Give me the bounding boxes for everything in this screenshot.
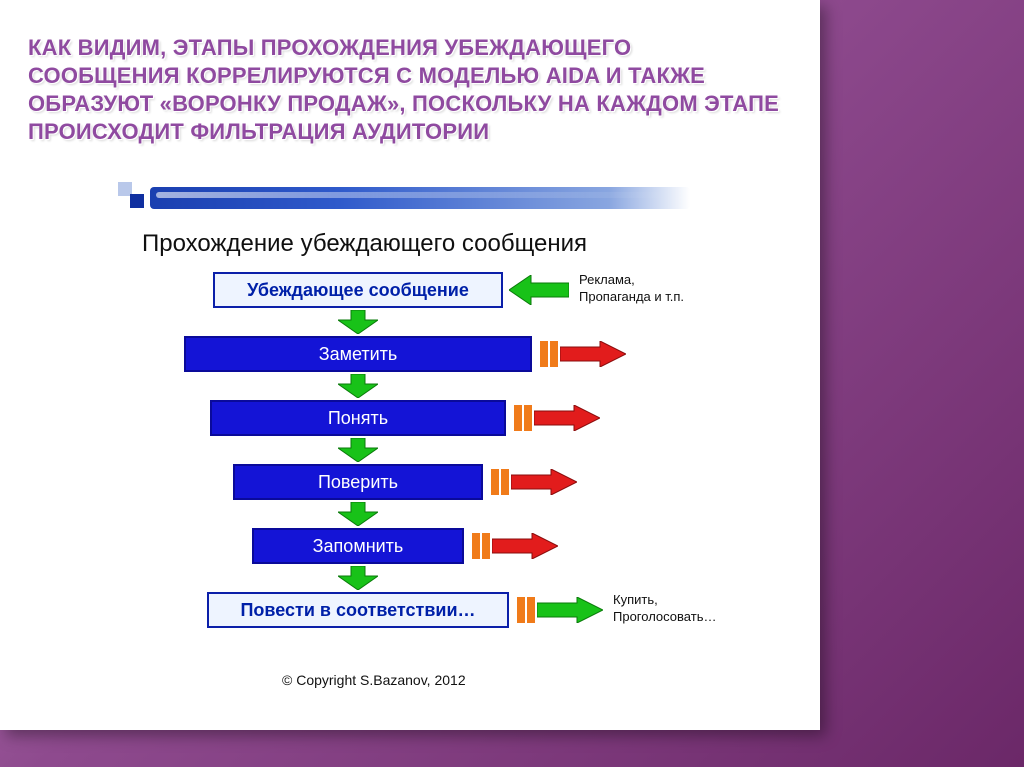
stage-row: Убеждающее сообщение Реклама,Пропаганда и…	[110, 272, 750, 336]
out-tick-icon	[491, 469, 499, 495]
out-tick-icon	[517, 597, 525, 623]
header-square-2	[130, 194, 144, 208]
slide-card: КАК ВИДИМ, ЭТАПЫ ПРОХОЖДЕНИЯ УБЕЖДАЮЩЕГО…	[0, 0, 820, 730]
stage-label: Поверить	[318, 472, 398, 493]
stage-row: Поверить	[110, 464, 750, 528]
stage-row: Запомнить	[110, 528, 750, 592]
stage-side-text: Реклама,Пропаганда и т.п.	[579, 272, 684, 306]
in-arrow-icon	[509, 275, 569, 305]
stage-label: Убеждающее сообщение	[247, 280, 469, 301]
chart-title: Прохождение убеждающего сообщения	[142, 230, 587, 258]
copyright-text: © Copyright S.Bazanov, 2012	[282, 672, 466, 688]
out-tick-icon	[514, 405, 522, 431]
stage-side-text: Купить,Проголосовать…	[613, 592, 716, 626]
down-arrow-icon	[338, 374, 378, 398]
stage-box: Запомнить	[252, 528, 464, 564]
stage-row: Заметить	[110, 336, 750, 400]
slide-title: КАК ВИДИМ, ЭТАПЫ ПРОХОЖДЕНИЯ УБЕЖДАЮЩЕГО…	[28, 34, 788, 147]
out-tick-icon	[527, 597, 535, 623]
stage-box: Повести в соответствии…	[207, 592, 509, 628]
out-tick-icon	[524, 405, 532, 431]
out-arrow-icon	[511, 469, 577, 495]
stage-box: Понять	[210, 400, 506, 436]
stage-label: Запомнить	[313, 536, 404, 557]
down-arrow-icon	[338, 438, 378, 462]
out-arrow-icon	[560, 341, 626, 367]
stage-box: Заметить	[184, 336, 532, 372]
out-tick-icon	[472, 533, 480, 559]
out-tick-icon	[501, 469, 509, 495]
header-bar	[110, 190, 710, 208]
down-arrow-icon	[338, 566, 378, 590]
stage-row: Повести в соответствии… Купить,Проголосов…	[110, 592, 750, 656]
stage-label: Понять	[328, 408, 388, 429]
stage-box: Убеждающее сообщение	[213, 272, 503, 308]
out-arrow-icon	[537, 597, 603, 623]
out-tick-icon	[550, 341, 558, 367]
out-tick-icon	[540, 341, 548, 367]
diagram-container: Прохождение убеждающего сообщения Убежда…	[110, 190, 750, 710]
out-tick-icon	[482, 533, 490, 559]
stage-box: Поверить	[233, 464, 483, 500]
header-gradient	[150, 187, 690, 209]
down-arrow-icon	[338, 502, 378, 526]
stage-row: Понять	[110, 400, 750, 464]
out-arrow-icon	[534, 405, 600, 431]
stage-label: Повести в соответствии…	[240, 600, 475, 621]
down-arrow-icon	[338, 310, 378, 334]
stage-label: Заметить	[319, 344, 398, 365]
out-arrow-icon	[492, 533, 558, 559]
